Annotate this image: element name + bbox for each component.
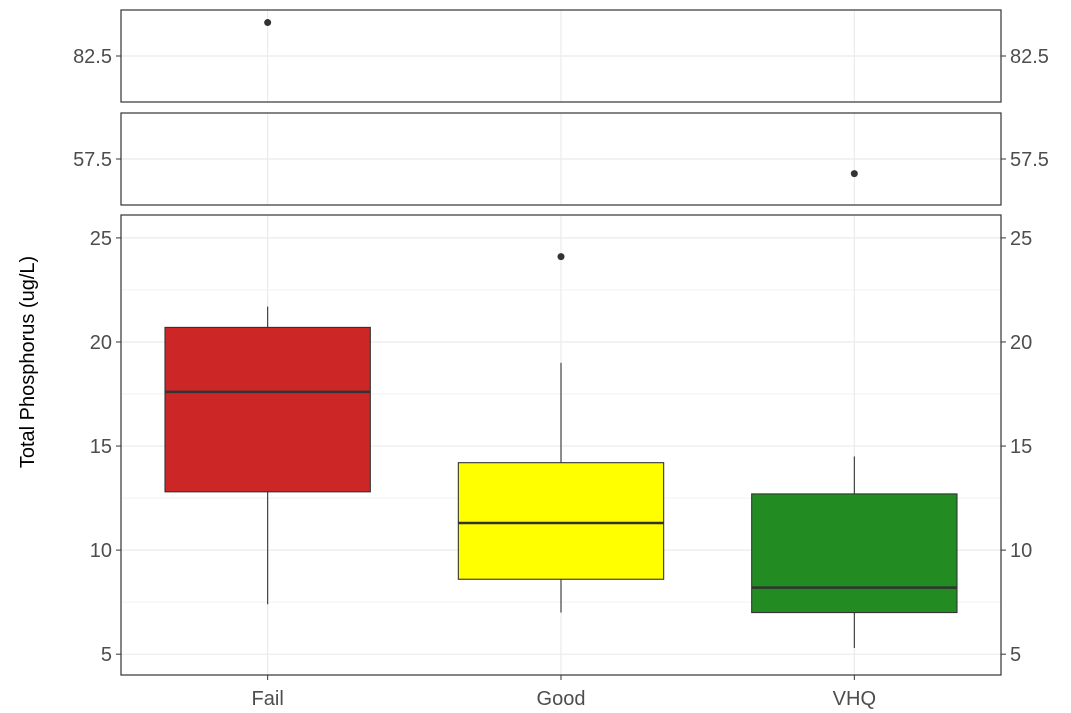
y-tick-label-left: 82.5 [73, 46, 112, 68]
y-tick-label-left: 25 [90, 228, 112, 250]
x-tick-label-fail: Fail [252, 688, 284, 710]
panel-border [120, 9, 1002, 103]
y-axis-title: Total Phosphorus (ug/L) [17, 256, 39, 468]
outlier-point [557, 253, 565, 261]
y-tick-label-left: 15 [90, 436, 112, 458]
box-fail [164, 326, 371, 493]
y-tick-label-left: 57.5 [73, 149, 112, 171]
y-tick-label-left: 20 [90, 332, 112, 354]
y-tick-label-right: 20 [1010, 332, 1032, 354]
box-vhq [751, 493, 958, 614]
y-tick-label-right: 15 [1010, 436, 1032, 458]
y-tick-label-right: 5 [1010, 644, 1021, 666]
y-tick-label-right: 10 [1010, 540, 1032, 562]
outlier-point [264, 19, 272, 27]
y-tick-label-right: 82.5 [1010, 46, 1049, 68]
outlier-point [850, 170, 858, 178]
y-tick-label-left: 10 [90, 540, 112, 562]
y-tick-label-right: 57.5 [1010, 149, 1049, 171]
panel-border [120, 112, 1002, 206]
x-tick-label-good: Good [537, 688, 586, 710]
box-good [457, 462, 665, 580]
x-tick-label-vhq: VHQ [833, 688, 876, 710]
y-tick-label-right: 25 [1010, 228, 1032, 250]
y-tick-label-left: 5 [101, 644, 112, 666]
